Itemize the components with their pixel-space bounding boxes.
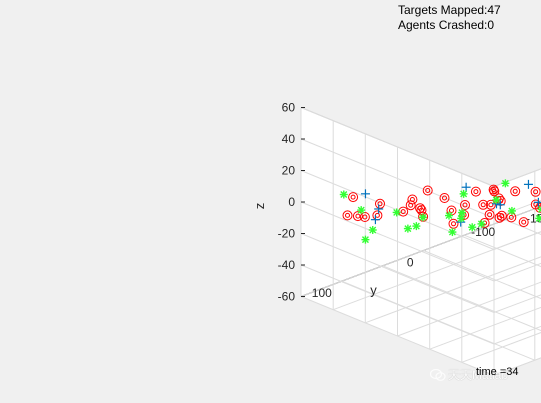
grid-z-back: [300, 264, 495, 345]
target-marker: [448, 218, 459, 229]
wechat-icon: [430, 368, 446, 381]
y-tick-label: -100: [471, 225, 495, 239]
agent-marker: [533, 197, 541, 207]
target-marker: [494, 212, 505, 223]
target-marker: [484, 209, 495, 220]
mapped-marker: [492, 195, 501, 204]
target-marker: [518, 217, 529, 228]
mapped-marker: [361, 235, 370, 244]
axes-box: [300, 107, 541, 376]
target-marker: [352, 211, 363, 222]
agent-marker: [495, 200, 505, 210]
target-marker: [510, 186, 521, 197]
target-marker: [398, 206, 409, 217]
target-marker: [405, 200, 416, 211]
target-marker: [470, 186, 481, 197]
mapped-marker: [448, 228, 457, 237]
target-marker: [422, 185, 433, 196]
z-tick-label: -40: [278, 258, 296, 272]
z-tick-label: -60: [278, 290, 296, 304]
mapped-marker: [457, 208, 466, 217]
z-axis-label: z: [252, 203, 267, 210]
y-tick-label: 0: [407, 256, 414, 270]
agent-marker: [360, 189, 370, 199]
watermark-text: 天天Matlab: [448, 368, 509, 382]
grid-z-back: [300, 201, 495, 282]
tick-labels: -150-100-50050100150-1000100-60-40-20020…: [278, 101, 541, 304]
target-marker: [359, 212, 370, 222]
mapped-marker: [339, 190, 348, 199]
grid-z-side: [493, 231, 541, 250]
x-tick-label: -150: [526, 212, 541, 226]
mapped-marker: [457, 214, 466, 223]
axes-panel-2: [301, 206, 541, 376]
target-marker: [342, 210, 353, 221]
grid-z-side: [493, 168, 541, 187]
y-tick-label: 100: [312, 286, 332, 300]
mapped-marker: [357, 206, 366, 215]
z-tick-label: 40: [282, 132, 296, 146]
mapped-marker: [501, 179, 510, 188]
grid-z-side: [493, 294, 541, 313]
target-marker: [348, 192, 359, 203]
agent-marker: [370, 215, 380, 225]
mapped-marker: [477, 219, 486, 228]
mapped-marker: [368, 225, 377, 234]
grid-z-back: [300, 170, 495, 250]
target-marker: [530, 186, 541, 197]
grid-z-back: [300, 233, 495, 313]
mapped-marker: [403, 224, 412, 233]
mapped-marker: [445, 211, 454, 220]
grid-z-side: [493, 262, 541, 282]
mapped-marker: [418, 213, 427, 222]
agent-marker: [523, 179, 533, 189]
mapped-marker: [537, 205, 541, 214]
agent-marker: [374, 204, 384, 214]
data-markers: [339, 179, 541, 244]
z-tick-label: -20: [278, 227, 296, 241]
y-axis-label: y: [370, 282, 377, 297]
agent-marker: [461, 182, 471, 192]
mapped-marker: [468, 223, 477, 232]
mapped-marker: [459, 189, 468, 198]
z-tick-label: 0: [288, 195, 295, 209]
grid-z-back: [300, 138, 495, 219]
target-marker: [375, 198, 385, 209]
grid-y-floor: [423, 250, 541, 300]
target-marker: [485, 199, 496, 210]
grid-z-back: [300, 296, 495, 376]
grid-y-floor: [382, 265, 541, 332]
target-marker: [460, 200, 470, 210]
z-tick-label: 20: [282, 164, 296, 178]
grid-z-side: [493, 357, 541, 376]
watermark: 天天Matlab: [430, 366, 538, 386]
mapped-marker: [392, 208, 401, 217]
z-tick-label: 60: [282, 101, 296, 115]
target-marker: [439, 193, 450, 203]
mapped-marker: [507, 206, 516, 215]
grid-z-back: [300, 107, 495, 187]
target-marker: [478, 199, 489, 210]
target-marker: [489, 186, 500, 197]
agents-crashed-label: Agents Crashed:0: [398, 18, 495, 32]
grid-z-side: [493, 325, 541, 345]
mapped-marker: [412, 222, 421, 231]
time-label: time =34: [476, 366, 519, 378]
mapped-marker: [535, 214, 541, 223]
targets-mapped-label: Targets Mapped:47: [398, 3, 501, 17]
axis-labels: xyz: [252, 203, 377, 298]
